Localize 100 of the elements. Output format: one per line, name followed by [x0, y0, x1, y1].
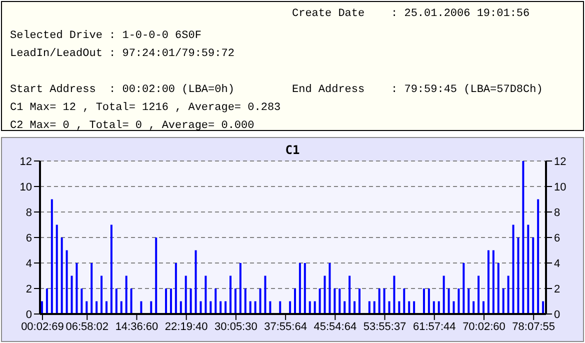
bar: [462, 263, 465, 314]
bar: [344, 301, 346, 314]
x-tick-label: 30:05:30: [214, 320, 258, 333]
bar: [482, 301, 485, 314]
bar: [279, 301, 282, 314]
bar: [428, 288, 430, 314]
bar: [244, 288, 246, 314]
bar: [170, 288, 172, 314]
bar: [41, 301, 43, 314]
bar: [204, 276, 207, 314]
bar: [140, 301, 142, 314]
x-tick-label: 45:54:64: [314, 320, 357, 333]
bar: [458, 288, 460, 314]
bar: [532, 238, 534, 314]
text: C2 Max= 0 , Total= 0 , Average= 0.000: [10, 120, 254, 132]
bar: [66, 250, 68, 314]
bar: [512, 224, 514, 314]
bar: [438, 301, 440, 314]
bar: [448, 288, 450, 314]
chart-title: C1: [284, 143, 301, 157]
bar: [403, 288, 406, 314]
bar: [249, 301, 252, 314]
bar: [408, 301, 410, 314]
bar: [239, 263, 242, 314]
x-tick-label: 78:07:55: [512, 320, 556, 333]
bar: [130, 288, 132, 314]
bar: [200, 301, 202, 314]
bar: [422, 288, 425, 314]
bar: [487, 250, 490, 314]
bar: [230, 276, 232, 314]
bar: [338, 288, 341, 314]
bar: [413, 301, 416, 314]
bar: [96, 301, 98, 314]
y2-tick-label: 12: [554, 156, 566, 168]
y-tick-label: 0: [26, 308, 32, 321]
x-tick-label: 22:19:40: [164, 320, 208, 333]
bar: [70, 276, 73, 314]
text: Start Address : 00:02:00 (LBA=0h): [10, 84, 234, 96]
bar: [105, 301, 108, 314]
bar: [86, 301, 88, 314]
bar: [497, 263, 500, 314]
y2-tick-label: 2: [554, 283, 560, 296]
bar: [358, 288, 360, 314]
bar: [115, 288, 118, 314]
bar: [174, 263, 177, 314]
bar: [354, 301, 356, 314]
bar: [259, 288, 262, 314]
bar: [334, 288, 336, 314]
y-tick-label: 6: [26, 232, 32, 244]
bar: [110, 224, 112, 314]
bar: [324, 276, 326, 314]
bar: [214, 288, 217, 314]
bar: [383, 288, 386, 314]
bar: [388, 301, 390, 314]
y-tick-label: 8: [26, 206, 32, 219]
y2-tick-label: 8: [554, 206, 560, 219]
bar: [468, 288, 470, 314]
bar: [294, 288, 296, 314]
bar: [60, 238, 63, 314]
bar: [432, 301, 435, 314]
bar: [522, 161, 524, 314]
bar: [100, 276, 103, 314]
text: Selected Drive : 1-0-0-0 6S0F: [10, 30, 202, 42]
bar: [165, 288, 168, 314]
bar: [194, 250, 197, 314]
bar: [308, 301, 311, 314]
bar: [264, 276, 266, 314]
bar: [234, 288, 236, 314]
bar: [46, 288, 48, 314]
y-tick-label: 12: [20, 156, 32, 168]
x-tick-label: 00:02:69: [21, 320, 64, 333]
text: Create Date : 25.01.2006 19:01:56: [292, 8, 530, 20]
x-tick-label: 14:36:60: [115, 320, 158, 333]
y2-tick-label: 10: [554, 181, 566, 194]
x-tick-label: 06:58:02: [66, 320, 109, 333]
bar: [184, 276, 187, 314]
bar: [210, 301, 212, 314]
bar: [180, 301, 182, 314]
bar: [56, 224, 58, 314]
bar: [492, 250, 494, 314]
bar: [328, 263, 331, 314]
bar: [517, 238, 520, 314]
bar: [304, 263, 306, 314]
bar: [90, 263, 93, 314]
bar: [289, 301, 292, 314]
bar: [442, 276, 445, 314]
bar: [368, 301, 370, 314]
bar: [527, 224, 530, 314]
bar: [542, 301, 544, 314]
x-tick-label: 70:02:60: [462, 320, 506, 333]
text: End Address : 79:59:45 (LBA=57D8Ch): [292, 84, 543, 96]
bar: [125, 276, 128, 314]
bar: [378, 288, 380, 314]
text: LeadIn/LeadOut : 97:24:01/79:59:72: [10, 48, 234, 60]
bar: [398, 301, 400, 314]
bar: [318, 288, 321, 314]
bar: [50, 199, 53, 314]
x-tick-label: 53:55:37: [363, 320, 406, 333]
bar: [298, 263, 301, 314]
bar: [537, 199, 540, 314]
